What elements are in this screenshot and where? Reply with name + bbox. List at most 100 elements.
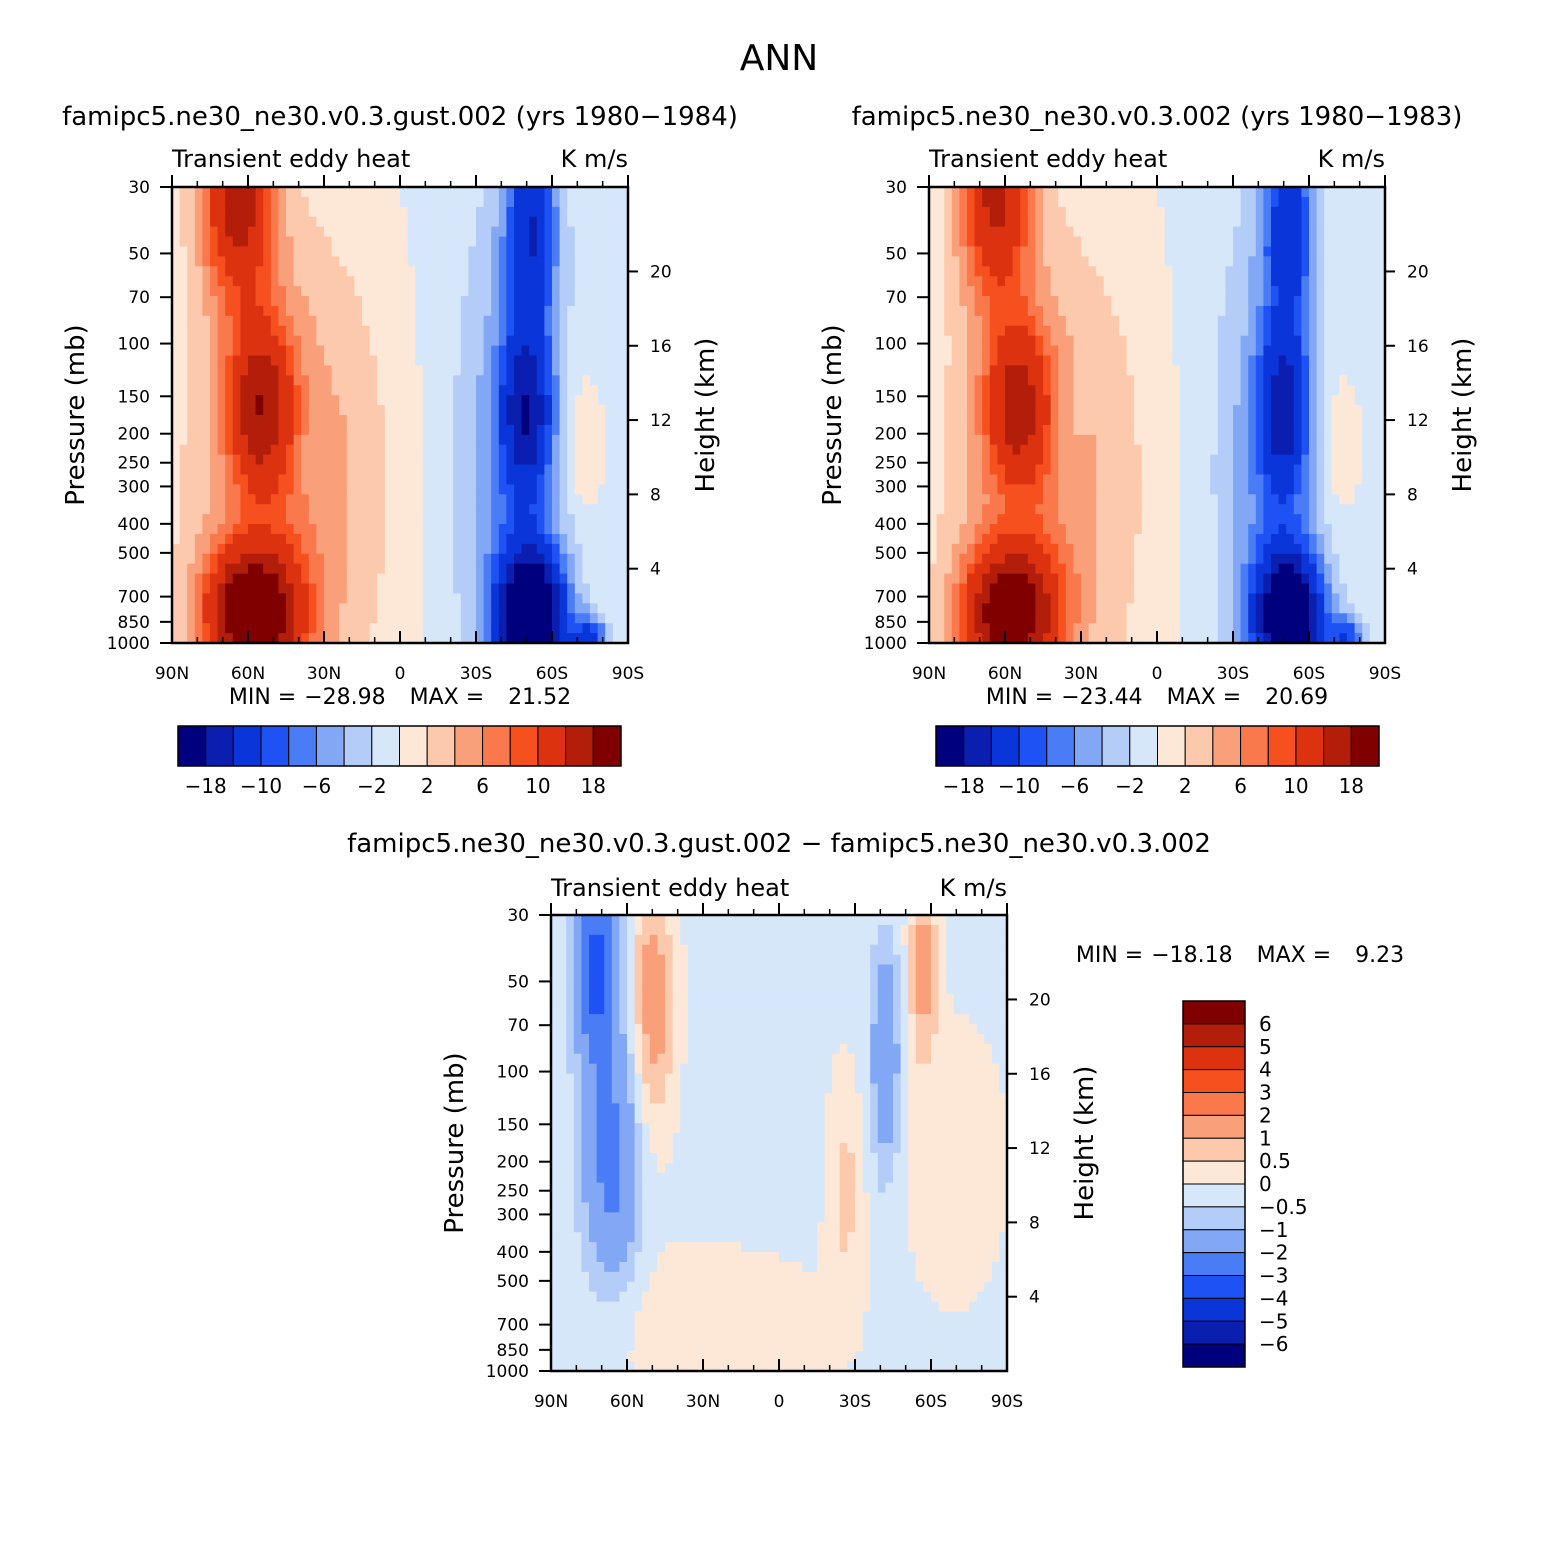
field-cell: [324, 236, 333, 248]
field-cell: [407, 365, 416, 376]
field-cell: [1172, 524, 1181, 535]
field-cell: [1202, 187, 1211, 198]
field-cell: [331, 375, 340, 386]
field-cell: [308, 415, 317, 426]
field-cell: [415, 613, 424, 624]
field-cell: [445, 325, 454, 337]
field-cell: [1005, 266, 1014, 277]
field-cell: [1233, 276, 1242, 287]
field-cell: [400, 524, 409, 535]
field-cell: [1043, 365, 1052, 376]
field-cell: [590, 424, 599, 436]
field-cell: [529, 454, 538, 466]
field-cell: [308, 464, 317, 476]
field-cell: [929, 305, 938, 317]
field-cell: [491, 484, 500, 495]
field-cell: [278, 553, 287, 565]
field-cell: [400, 504, 409, 515]
field-cell: [1179, 504, 1188, 515]
field-cell: [1339, 385, 1348, 396]
field-cell: [1172, 315, 1181, 327]
field-cell: [552, 474, 561, 485]
field-cell: [929, 226, 938, 238]
field-cell: [1339, 464, 1348, 476]
field-cell: [263, 305, 272, 317]
field-cell: [194, 236, 203, 248]
field-cell: [362, 365, 371, 376]
field-cell: [422, 375, 431, 386]
field-cell: [1134, 187, 1143, 198]
field-cell: [1233, 415, 1242, 426]
field-cell: [255, 533, 264, 545]
field-cell: [491, 305, 500, 317]
field-cell: [1111, 444, 1120, 456]
field-cell: [354, 296, 363, 307]
field-cell: [574, 395, 583, 406]
field-cell: [339, 415, 348, 426]
field-cell: [293, 464, 302, 476]
field-cell: [1111, 504, 1120, 515]
field-cell: [460, 415, 469, 426]
field-cell: [225, 484, 234, 495]
field-cell: [1088, 226, 1097, 238]
field-cell: [270, 355, 279, 367]
field-cell: [301, 276, 310, 287]
field-cell: [194, 633, 203, 644]
field-cell: [202, 633, 211, 644]
field-cell: [286, 464, 295, 476]
field-cell: [1324, 226, 1333, 238]
field-cell: [1210, 335, 1219, 347]
field-cell: [529, 335, 538, 347]
field-cell: [400, 415, 409, 426]
field-cell: [605, 286, 614, 297]
field-cell: [514, 385, 523, 396]
field-cell: [202, 395, 211, 406]
field-cell: [982, 444, 991, 456]
field-cell: [453, 355, 462, 367]
field-cell: [1020, 335, 1029, 347]
field-cell: [1331, 187, 1340, 198]
field-cell: [384, 454, 393, 466]
field-cell: [491, 315, 500, 327]
field-cell: [1217, 335, 1226, 347]
field-cell: [514, 355, 523, 367]
field-cell: [552, 633, 561, 644]
field-cell: [967, 405, 976, 416]
field-cell: [498, 246, 507, 257]
field-cell: [1081, 464, 1090, 476]
field-cell: [574, 196, 583, 208]
field-cell: [929, 494, 938, 505]
field-cell: [1065, 187, 1074, 198]
field-cell: [430, 474, 439, 485]
field-cell: [255, 286, 264, 297]
field-cell: [217, 266, 226, 277]
field-cell: [1362, 434, 1371, 446]
field-cell: [1088, 246, 1097, 257]
field-cell: [1005, 395, 1014, 406]
field-cell: [944, 315, 953, 327]
field-cell: [400, 276, 409, 287]
field-cell: [1240, 405, 1249, 416]
field-cell: [255, 345, 264, 357]
field-cell: [1347, 286, 1356, 297]
field-cell: [1210, 434, 1219, 446]
field-cell: [316, 286, 325, 297]
field-cell: [1331, 365, 1340, 376]
field-cell: [293, 365, 302, 376]
field-cell: [392, 256, 401, 267]
field-cell: [476, 524, 485, 535]
field-cell: [997, 266, 1006, 277]
field-cell: [293, 623, 302, 634]
field-cell: [377, 563, 386, 575]
field-cell: [1134, 494, 1143, 505]
field-cell: [1362, 454, 1371, 466]
field-cell: [316, 533, 325, 545]
field-cell: [339, 236, 348, 248]
field-cell: [217, 236, 226, 248]
field-cell: [263, 603, 272, 614]
field-cell: [1149, 355, 1158, 367]
field-cell: [362, 345, 371, 357]
field-cell: [1088, 296, 1097, 307]
field-cell: [1286, 504, 1295, 515]
field-cell: [308, 623, 317, 634]
